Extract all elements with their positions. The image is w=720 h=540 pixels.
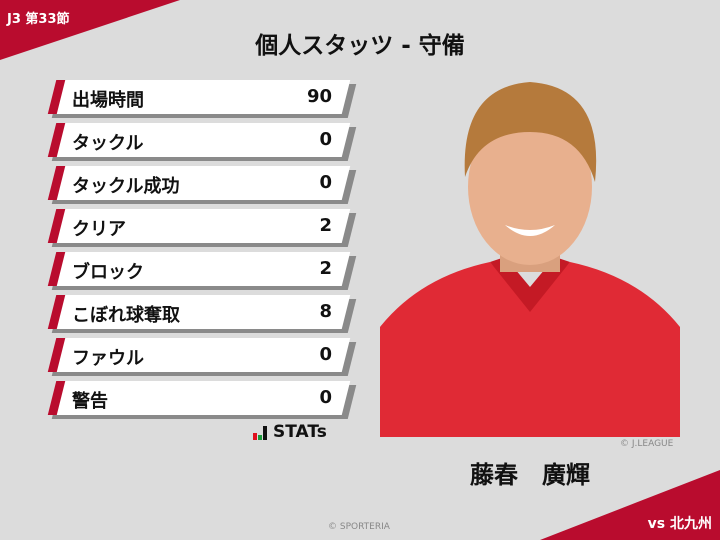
stat-label: 出場時間 (72, 90, 144, 111)
photo-credit: © J.LEAGUE (620, 439, 674, 449)
stat-row: 警告 0 (47, 381, 357, 419)
stats-logo: STATs (253, 422, 327, 442)
stat-row: ブロック 2 (47, 252, 357, 290)
stat-value: 0 (319, 129, 332, 150)
stat-label: ファウル (72, 348, 144, 369)
stat-value: 2 (319, 215, 332, 236)
footer-credit: © SPORTERIA (328, 522, 390, 532)
stat-value: 90 (306, 86, 332, 107)
stat-value: 0 (319, 172, 332, 193)
stat-value: 0 (319, 344, 332, 365)
stats-logo-text: STATs (273, 422, 327, 442)
page-title: 個人スタッツ - 守備 (255, 33, 465, 59)
stat-value: 8 (319, 301, 332, 322)
opponent-label: vs 北九州 (647, 516, 712, 532)
stat-row: タックル成功 0 (47, 166, 357, 204)
stat-row: クリア 2 (47, 209, 357, 247)
stat-row: こぼれ球奪取 8 (47, 295, 357, 333)
stat-row: ファウル 0 (47, 338, 357, 376)
stat-label: こぼれ球奪取 (72, 305, 180, 326)
stat-label: クリア (72, 219, 126, 240)
footer-banner (540, 470, 720, 540)
stat-label: 警告 (72, 391, 108, 412)
stats-bars-icon (253, 426, 267, 440)
stat-label: ブロック (72, 262, 144, 283)
stat-value: 0 (319, 387, 332, 408)
stat-label: タックル (72, 133, 144, 154)
stat-label: タックル成功 (72, 176, 180, 197)
stat-row: 出場時間 90 (47, 80, 357, 118)
stat-value: 2 (319, 258, 332, 279)
header-banner (0, 0, 180, 60)
stat-row: タックル 0 (47, 123, 357, 161)
round-label: J3 第33節 (7, 12, 70, 27)
player-photo (380, 77, 680, 437)
